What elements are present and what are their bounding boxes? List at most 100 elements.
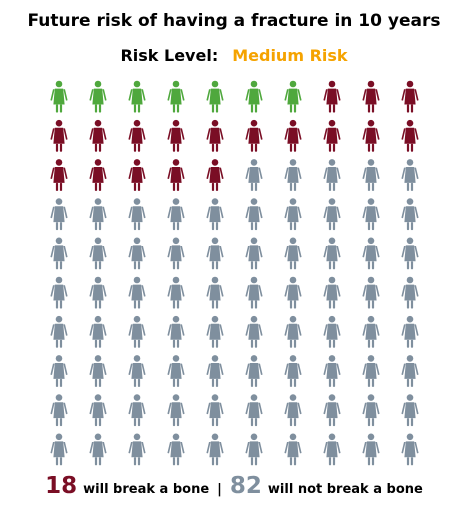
person-icon-no-break — [128, 237, 146, 270]
risk-level: Risk Level: Medium Risk — [0, 46, 468, 65]
person-icon-break — [401, 80, 419, 113]
person-icon-no-break — [167, 315, 185, 348]
break-text: will break a bone — [83, 482, 210, 497]
person-icon-green — [89, 80, 107, 113]
person-icon-no-break — [245, 394, 263, 427]
person-icon-no-break — [167, 198, 185, 231]
person-icon-no-break — [245, 198, 263, 231]
person-icon-no-break — [245, 237, 263, 270]
person-icon-no-break — [128, 198, 146, 231]
person-icon-green — [167, 80, 185, 113]
safe-count: 82 — [229, 473, 262, 499]
person-icon-no-break — [89, 433, 107, 466]
person-icon-no-break — [50, 433, 68, 466]
person-icon-no-break — [128, 355, 146, 387]
person-icon-break — [245, 119, 263, 152]
person-icon-no-break — [284, 276, 302, 309]
person-icon-no-break — [401, 198, 419, 231]
person-icon-no-break — [284, 159, 302, 191]
person-icon-break — [284, 119, 302, 152]
person-icon-no-break — [167, 276, 185, 309]
person-icon-no-break — [50, 198, 68, 231]
person-icon-no-break — [362, 276, 380, 309]
person-icon-green — [128, 80, 146, 113]
person-icon-no-break — [323, 315, 341, 348]
person-icon-break — [401, 119, 419, 152]
person-icon-no-break — [362, 315, 380, 348]
chart-title: Future risk of having a fracture in 10 y… — [27, 11, 441, 31]
person-icon-no-break — [401, 315, 419, 348]
risk-level-label: Risk Level: — [120, 46, 219, 65]
person-icon-break — [128, 159, 146, 191]
person-icon-no-break — [50, 276, 68, 309]
person-icon-no-break — [323, 237, 341, 270]
person-icon-no-break — [284, 394, 302, 427]
person-icon-break — [323, 80, 341, 113]
person-icon-no-break — [245, 355, 263, 387]
person-icon-no-break — [167, 237, 185, 270]
safe-text: will not break a bone — [267, 482, 423, 497]
separator: | — [217, 482, 222, 497]
person-icon-no-break — [89, 198, 107, 231]
person-icon-break — [50, 119, 68, 152]
person-icon-no-break — [323, 198, 341, 231]
person-icon-no-break — [50, 315, 68, 348]
person-icon-no-break — [284, 198, 302, 231]
person-icon-no-break — [128, 394, 146, 427]
person-icon-break — [50, 159, 68, 191]
person-icon-no-break — [362, 355, 380, 387]
person-icon-no-break — [284, 315, 302, 348]
break-count: 18 — [45, 473, 78, 499]
risk-level-value: Medium Risk — [232, 46, 348, 65]
person-icon-no-break — [89, 394, 107, 427]
person-icon-break — [362, 80, 380, 113]
person-icon-no-break — [206, 198, 224, 231]
person-icon-no-break — [128, 276, 146, 309]
person-icon-no-break — [50, 355, 68, 387]
person-icon-no-break — [401, 159, 419, 191]
person-icon-no-break — [50, 237, 68, 270]
person-icon-no-break — [245, 276, 263, 309]
person-icon-no-break — [128, 315, 146, 348]
person-icon-break — [128, 119, 146, 152]
person-icon-green — [50, 80, 68, 113]
person-icon-no-break — [89, 237, 107, 270]
person-icon-no-break — [362, 159, 380, 191]
person-icon-no-break — [323, 394, 341, 427]
person-icon-no-break — [206, 237, 224, 270]
person-icon-no-break — [206, 276, 224, 309]
person-icon-no-break — [323, 159, 341, 191]
person-icon-no-break — [323, 276, 341, 309]
person-icon-no-break — [284, 355, 302, 387]
person-icon-break — [89, 119, 107, 152]
person-icon-no-break — [245, 433, 263, 466]
person-icon-no-break — [284, 237, 302, 270]
person-icon-break — [323, 119, 341, 152]
person-icon-no-break — [284, 433, 302, 466]
person-icon-no-break — [323, 355, 341, 387]
person-icon-break — [89, 159, 107, 191]
person-icon-no-break — [206, 315, 224, 348]
person-icon-break — [167, 159, 185, 191]
person-icon-no-break — [245, 315, 263, 348]
person-icon-no-break — [206, 355, 224, 387]
person-icon-no-break — [167, 394, 185, 427]
person-icon-no-break — [167, 355, 185, 387]
person-icon-no-break — [362, 198, 380, 231]
person-icon-no-break — [401, 237, 419, 270]
person-icon-no-break — [89, 355, 107, 387]
person-icon-no-break — [401, 355, 419, 387]
person-icon-green — [245, 80, 263, 113]
person-icon-no-break — [50, 394, 68, 427]
person-icon-no-break — [206, 433, 224, 466]
person-icon-no-break — [401, 394, 419, 427]
person-icon-no-break — [401, 433, 419, 466]
person-icon-no-break — [245, 159, 263, 191]
person-icon-break — [167, 119, 185, 152]
person-icon-no-break — [128, 433, 146, 466]
person-icon-green — [206, 80, 224, 113]
person-icon-no-break — [362, 237, 380, 270]
person-icon-green — [284, 80, 302, 113]
person-icon-no-break — [167, 433, 185, 466]
